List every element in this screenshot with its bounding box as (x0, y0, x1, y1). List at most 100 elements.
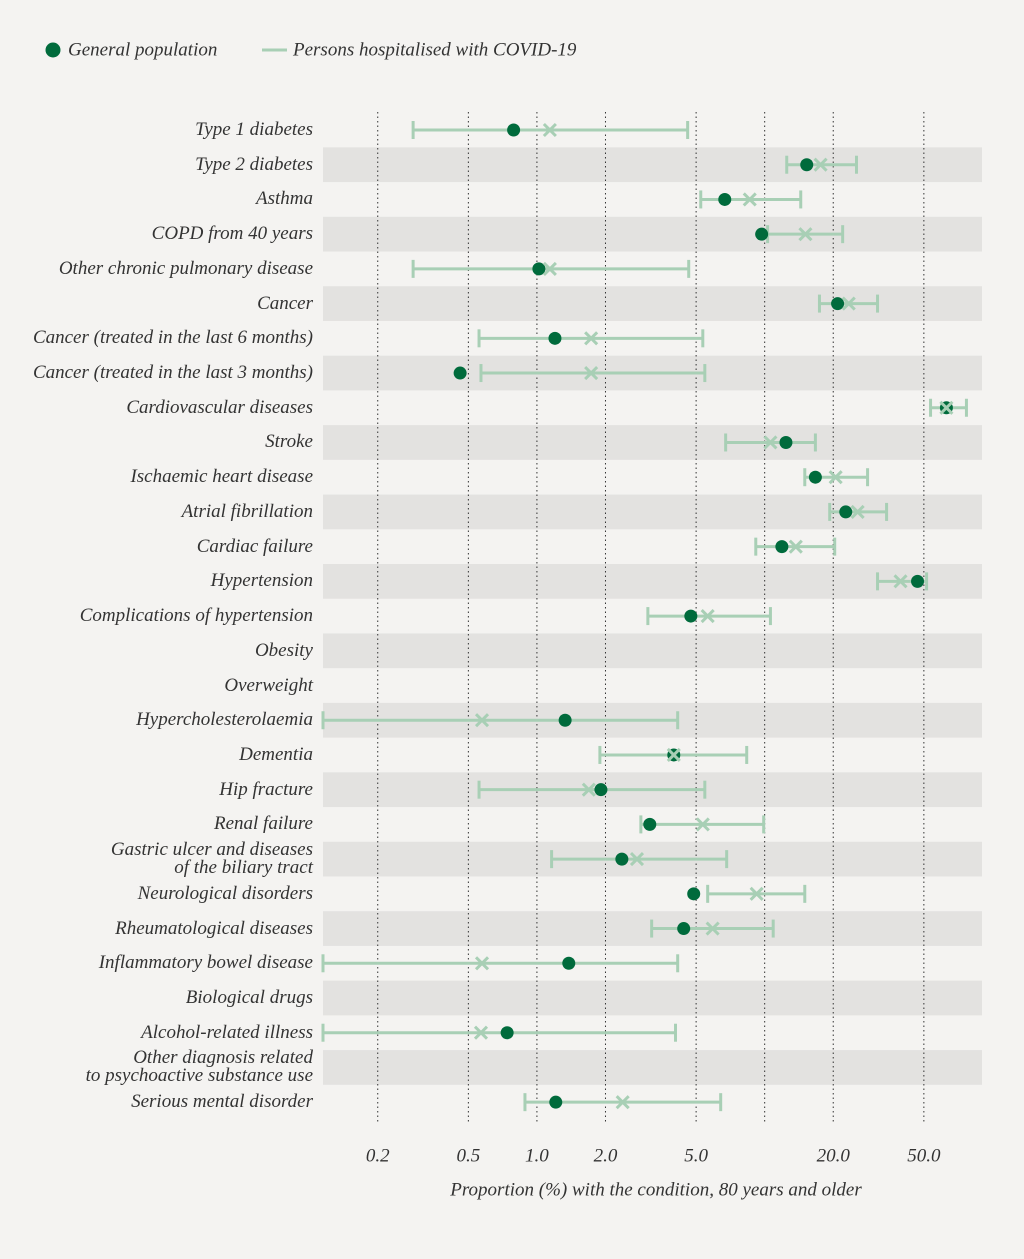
covid-marker (850, 504, 865, 519)
covid-cross (629, 852, 645, 867)
covid-marker (813, 157, 828, 172)
category-label: Cancer (257, 292, 313, 314)
category-label: COPD from 40 years (151, 223, 313, 245)
category-label: Inflammatory bowel disease (98, 952, 313, 974)
category-label: Cancer (treated in the last 3 months) (32, 362, 313, 384)
general-dot (453, 366, 467, 380)
covid-marker (700, 609, 715, 624)
category-label: Hypertension (210, 570, 313, 592)
x-tick-label: 0.5 (456, 1145, 480, 1166)
covid-marker (788, 539, 803, 554)
general-dot (800, 158, 814, 172)
category-label: Cardiovascular diseases (126, 396, 313, 418)
covid-cross (615, 1095, 630, 1110)
covid-marker (615, 1095, 630, 1110)
general-dot (687, 887, 701, 901)
category-label: Type 2 diabetes (195, 153, 313, 175)
category-label: Ischaemic heart disease (130, 466, 313, 488)
category-label: Hip fracture (219, 778, 313, 800)
general-dot (532, 262, 546, 276)
category-label: Asthma (256, 188, 313, 210)
covid-cross (473, 1025, 489, 1040)
covid-cross (788, 539, 803, 554)
covid-cross (542, 122, 557, 138)
covid-marker (473, 1025, 489, 1040)
general-dot (831, 297, 845, 311)
covid-marker (742, 192, 757, 207)
category-label: Neurological disorders (137, 882, 313, 904)
covid-cross (813, 157, 828, 172)
covid-cross (581, 782, 596, 797)
covid-cross (841, 296, 856, 311)
category-label: Gastric ulcer and diseases of the biliar… (110, 839, 313, 879)
covid-cross (700, 609, 715, 624)
category-label: Stroke (265, 431, 313, 453)
covid-marker (705, 921, 720, 936)
category-label: Other chronic pulmonary disease (58, 257, 313, 279)
covid-marker (828, 470, 843, 485)
general-dot (549, 1095, 563, 1109)
general-dot (775, 540, 789, 554)
x-tick-label: 5.0 (684, 1145, 708, 1166)
covid-marker (695, 817, 710, 832)
covid-marker (474, 956, 490, 971)
row-band (323, 216, 982, 252)
covid-marker (841, 296, 856, 311)
general-dot (779, 435, 793, 449)
legend-label: Persons hospitalised with COVID-19 (292, 39, 577, 60)
general-dot (911, 574, 925, 588)
general-dot (643, 817, 657, 831)
category-label: Biological drugs (185, 987, 313, 1008)
category-label: Cardiac failure (196, 535, 313, 557)
row-band (323, 1050, 982, 1085)
covid-cross (666, 747, 681, 763)
covid-cross (939, 400, 954, 415)
category-label: Overweight (224, 674, 313, 696)
general-dot (755, 227, 769, 241)
covid-marker (474, 713, 490, 728)
category-label: Other diagnosis related to psychoactive … (85, 1047, 313, 1087)
row-band (323, 147, 982, 183)
covid-marker (584, 365, 599, 381)
category-label: Renal failure (213, 813, 313, 835)
category-label: Cancer (treated in the last 6 months) (32, 327, 313, 349)
x-axis-label: Proportion (%) with the condition, 80 ye… (449, 1179, 862, 1200)
row-band (323, 564, 982, 599)
covid-marker (581, 782, 596, 797)
row-band (323, 425, 982, 460)
category-label: Atrial fibrillation (181, 500, 313, 522)
row-band (323, 980, 982, 1016)
general-dot (500, 1026, 514, 1040)
covid-cross (474, 956, 490, 971)
covid-cross (798, 227, 813, 242)
category-label: Hypercholesterolaemia (136, 709, 313, 731)
category-label: Complications of hypertension (79, 605, 313, 627)
covid-cross (474, 713, 490, 728)
covid-cross (695, 817, 710, 832)
x-tick-label: 1.0 (525, 1145, 549, 1166)
row-band (323, 286, 982, 321)
general-dot (808, 470, 822, 484)
general-dot (615, 852, 629, 866)
category-label: Type 1 diabetes (195, 119, 313, 140)
general-dot (594, 783, 608, 797)
covid-cross (763, 435, 778, 450)
covid-marker (939, 400, 954, 415)
general-dot (507, 123, 521, 137)
covid-marker (629, 852, 645, 867)
x-tick-label: 50.0 (907, 1145, 941, 1166)
category-label: Dementia (239, 743, 313, 765)
general-dot (558, 713, 572, 727)
covid-marker (749, 886, 764, 901)
legend-dot (45, 42, 61, 58)
category-label: Obesity (254, 639, 313, 661)
covid-cross (705, 921, 720, 936)
general-dot (718, 192, 732, 206)
general-dot (548, 331, 562, 345)
x-tick-label: 0.2 (366, 1145, 390, 1166)
covid-marker (542, 261, 557, 276)
covid-marker (584, 331, 599, 346)
covid-cross (542, 261, 557, 276)
